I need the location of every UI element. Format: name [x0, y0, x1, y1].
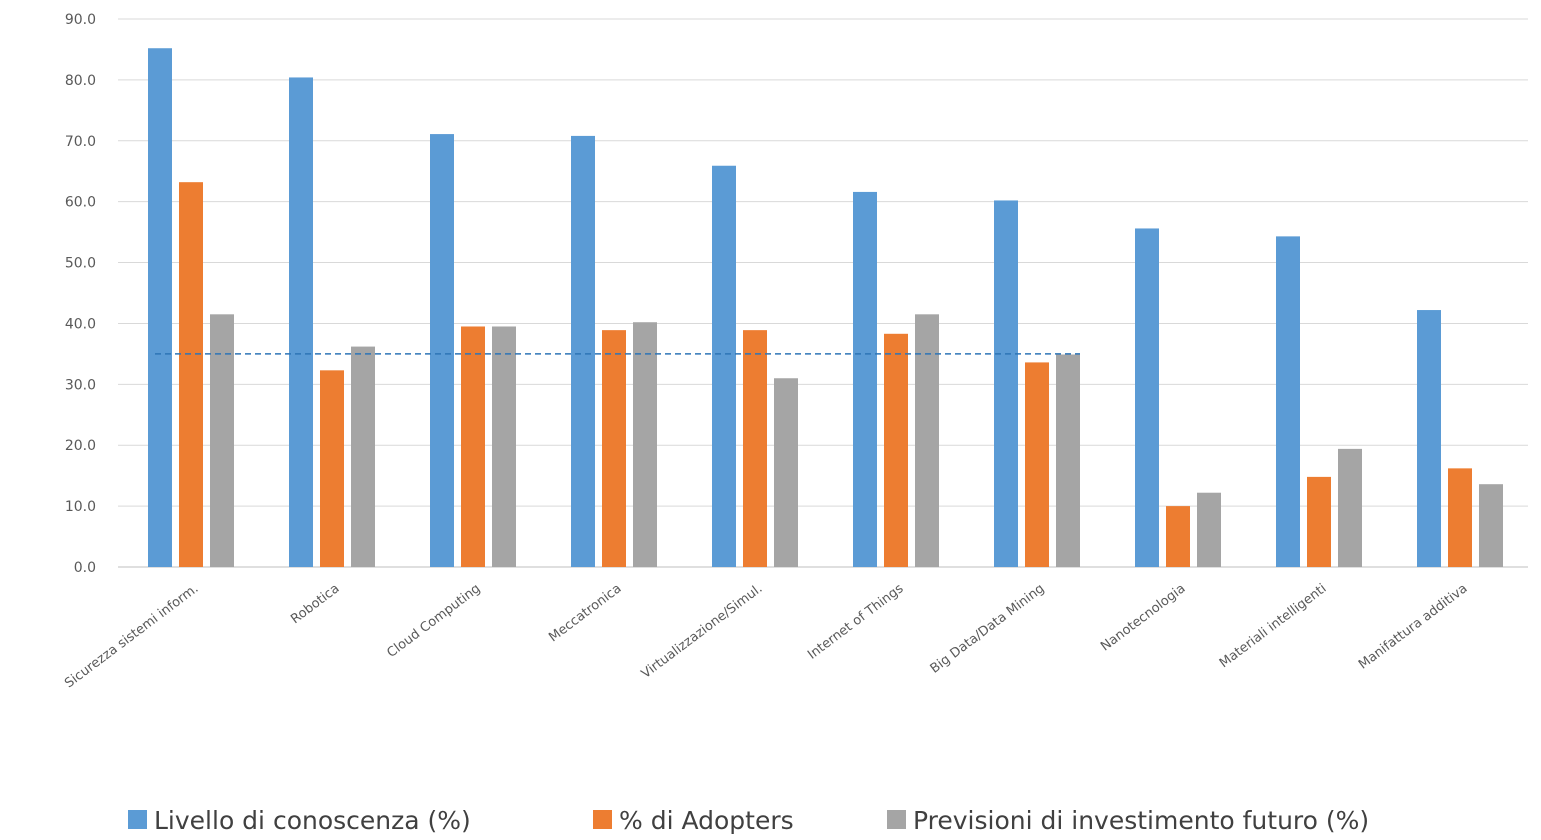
bar-adopters — [884, 333, 908, 567]
bar-knowledge — [994, 200, 1018, 567]
bar-investment — [210, 314, 234, 567]
x-category-label: Big Data/Data Mining — [928, 581, 1048, 676]
bar-knowledge — [571, 135, 595, 567]
x-category-label: Internet of Things — [805, 581, 906, 663]
legend-label: Livello di conoscenza (%) — [154, 806, 471, 835]
bar-investment — [633, 322, 657, 567]
bar-knowledge — [430, 134, 454, 567]
y-tick-label: 70.0 — [65, 134, 96, 150]
bar-investment — [1056, 354, 1080, 567]
y-tick-label: 40.0 — [65, 316, 96, 332]
x-category-label: Materiali intelligenti — [1217, 581, 1329, 671]
x-category-label: Sicurezza sistemi inform. — [62, 581, 201, 691]
bar-knowledge — [1417, 310, 1441, 567]
x-category-label: Virtualizzazione/Simul. — [639, 581, 766, 682]
y-tick-label: 60.0 — [65, 195, 96, 211]
legend-label: % di Adopters — [619, 806, 794, 835]
y-tick-label: 20.0 — [65, 438, 96, 454]
bar-investment — [774, 378, 798, 567]
bar-knowledge — [712, 165, 736, 567]
bar-adopters — [743, 330, 767, 567]
y-tick-label: 90.0 — [65, 12, 96, 28]
y-tick-label: 50.0 — [65, 256, 96, 272]
bar-investment — [1479, 484, 1503, 567]
x-category-label: Nanotecnologia — [1098, 581, 1188, 654]
bar-adopters — [320, 370, 344, 567]
bar-adopters — [1166, 506, 1190, 567]
bar-investment — [351, 346, 375, 567]
bar-knowledge — [1276, 236, 1300, 567]
bar-adopters — [1448, 468, 1472, 567]
y-tick-label: 10.0 — [65, 499, 96, 515]
bar-adopters — [602, 330, 626, 567]
bar-knowledge — [289, 77, 313, 567]
y-tick-label: 30.0 — [65, 377, 96, 393]
x-category-label: Meccatronica — [546, 581, 624, 645]
y-tick-label: 80.0 — [65, 73, 96, 89]
bar-knowledge — [148, 48, 172, 567]
bar-knowledge — [1135, 228, 1159, 568]
legend-label: Previsioni di investimento futuro (%) — [913, 806, 1369, 835]
legend-swatch — [128, 810, 147, 829]
bar-adopters — [179, 182, 203, 567]
bar-investment — [915, 314, 939, 567]
bar-investment — [1197, 492, 1221, 567]
x-category-label: Manifattura additiva — [1356, 581, 1470, 672]
x-category-label: Cloud Computing — [384, 581, 483, 661]
bar-adopters — [1025, 362, 1049, 567]
bar-knowledge — [853, 191, 877, 567]
bar-investment — [1338, 448, 1362, 567]
legend-swatch — [593, 810, 612, 829]
y-tick-label: 0.0 — [74, 560, 96, 576]
x-category-label: Robotica — [288, 581, 342, 627]
legend-swatch — [887, 810, 906, 829]
bar-investment — [492, 326, 516, 567]
bar-adopters — [1307, 476, 1331, 567]
bar-adopters — [461, 326, 485, 567]
